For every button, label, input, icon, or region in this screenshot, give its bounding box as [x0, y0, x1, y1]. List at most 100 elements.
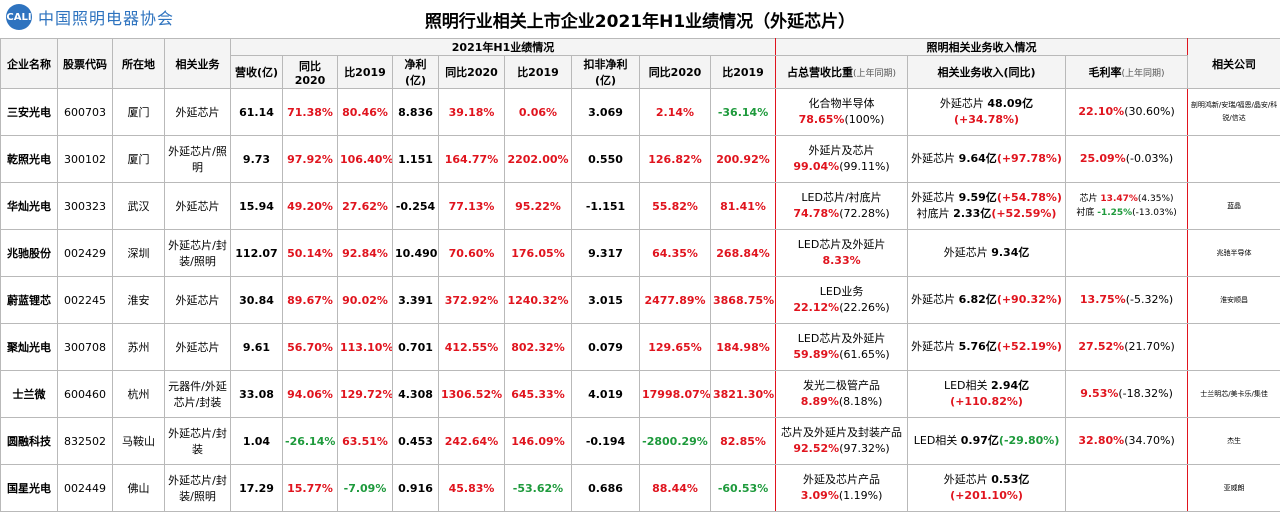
share-label: LED芯片/衬底片: [778, 190, 905, 206]
revenue: 1.04: [231, 418, 283, 465]
biz-label: 外延芯片: [911, 152, 959, 165]
margin-label: 芯片: [1080, 194, 1101, 204]
net-profit-yoy2020: 45.83%: [439, 465, 505, 512]
net-profit: 8.836: [393, 89, 439, 136]
business-revenue: 外延芯片 6.82亿(+90.32%): [908, 277, 1066, 324]
margin-previous: (21.70%): [1124, 340, 1175, 353]
group-lighting-revenue: 照明相关业务收入情况: [776, 39, 1188, 56]
margin-previous: (-18.32%): [1118, 387, 1173, 400]
col-vs2019: 比2019: [338, 56, 393, 89]
gross-margin: 芯片 13.47%(4.35%)衬底 -1.25%(-13.03%): [1066, 183, 1188, 230]
business-revenue: LED相关 2.94亿(+110.82%): [908, 371, 1066, 418]
page-title: 照明行业相关上市企业2021年H1业绩情况（外延芯片）: [0, 7, 1280, 32]
deducted-profit: 9.317: [572, 230, 640, 277]
deducted-yoy2020: -2800.29%: [640, 418, 711, 465]
business: 外延芯片/封装/照明: [165, 465, 231, 512]
deducted-yoy2020: 2.14%: [640, 89, 711, 136]
title-bar: CALI 中国照明电器协会 照明行业相关上市企业2021年H1业绩情况（外延芯片…: [0, 0, 1280, 39]
company-name: 兆驰股份: [1, 230, 58, 277]
net-profit: 3.391: [393, 277, 439, 324]
col-location: 所在地: [113, 39, 165, 89]
related-company: 剖明鸿新/安瑞/福恩/晶安/科锐/信达: [1188, 89, 1280, 136]
company-name: 国星光电: [1, 465, 58, 512]
deducted-profit: 3.069: [572, 89, 640, 136]
biz-amount: 9.34亿: [991, 246, 1029, 259]
net-profit-yoy2020: 70.60%: [439, 230, 505, 277]
related-company: [1188, 136, 1280, 183]
margin-value: 32.80%: [1078, 434, 1124, 447]
location: 佛山: [113, 465, 165, 512]
net-profit-vs2019: 0.06%: [505, 89, 572, 136]
margin-previous: (34.70%): [1124, 434, 1175, 447]
share-label: 化合物半导体: [778, 96, 905, 112]
business: 外延芯片/照明: [165, 136, 231, 183]
business: 外延芯片/封装: [165, 418, 231, 465]
biz-change: (+90.32%): [997, 293, 1062, 306]
share-percent: 3.09%: [801, 489, 839, 502]
deducted-vs2019: 3868.75%: [711, 277, 776, 324]
net-profit-vs2019: 176.05%: [505, 230, 572, 277]
biz-change: (-29.80%): [999, 434, 1059, 447]
biz-change: (+52.59%): [991, 207, 1056, 220]
company-name: 蔚蓝锂芯: [1, 277, 58, 324]
biz-label: 外延芯片: [940, 97, 988, 110]
share-previous: (22.26%): [839, 301, 890, 314]
biz-change: (+97.78%): [997, 152, 1062, 165]
company-name: 聚灿光电: [1, 324, 58, 371]
biz-label: 外延芯片: [911, 191, 959, 204]
net-profit-vs2019: 645.33%: [505, 371, 572, 418]
related-company: 淮安顺昌: [1188, 277, 1280, 324]
biz-amount: 0.53亿: [991, 473, 1029, 486]
net-profit-vs2019: 2202.00%: [505, 136, 572, 183]
margin-label: 衬底: [1076, 208, 1097, 218]
biz-label: LED相关: [944, 379, 991, 392]
revenue: 9.61: [231, 324, 283, 371]
deducted-vs2019: 82.85%: [711, 418, 776, 465]
stock-code: 300708: [58, 324, 113, 371]
business: 外延芯片: [165, 324, 231, 371]
net-profit-vs2019: 1240.32%: [505, 277, 572, 324]
revenue-vs2019: -7.09%: [338, 465, 393, 512]
net-profit: 10.490: [393, 230, 439, 277]
location: 深圳: [113, 230, 165, 277]
revenue-yoy2020: 71.38%: [283, 89, 338, 136]
net-profit: 1.151: [393, 136, 439, 183]
deducted-vs2019: 200.92%: [711, 136, 776, 183]
revenue-yoy2020: 56.70%: [283, 324, 338, 371]
revenue: 61.14: [231, 89, 283, 136]
net-profit-yoy2020: 372.92%: [439, 277, 505, 324]
stock-code: 600460: [58, 371, 113, 418]
revenue: 30.84: [231, 277, 283, 324]
gross-margin: 13.75%(-5.32%): [1066, 277, 1188, 324]
share-percent: 59.89%: [793, 348, 839, 361]
related-company: 杰生: [1188, 418, 1280, 465]
col-related: 相关公司: [1188, 39, 1280, 89]
deducted-profit: -1.151: [572, 183, 640, 230]
company-name: 乾照光电: [1, 136, 58, 183]
col-net-profit: 净利(亿): [393, 56, 439, 89]
location: 苏州: [113, 324, 165, 371]
margin-previous: (-0.03%): [1126, 152, 1174, 165]
share-previous: (72.28%): [839, 207, 890, 220]
net-profit-yoy2020: 1306.52%: [439, 371, 505, 418]
gross-margin: 27.52%(21.70%): [1066, 324, 1188, 371]
gross-margin: 32.80%(34.70%): [1066, 418, 1188, 465]
biz-change: (+34.78%): [954, 113, 1019, 126]
business-revenue: LED相关 0.97亿(-29.80%): [908, 418, 1066, 465]
share-label: 发光二极管产品: [778, 378, 905, 394]
business-revenue: 外延芯片 9.34亿: [908, 230, 1066, 277]
location: 杭州: [113, 371, 165, 418]
net-profit: 0.453: [393, 418, 439, 465]
biz-amount: 48.09亿: [987, 97, 1033, 110]
revenue-yoy2020: 89.67%: [283, 277, 338, 324]
deducted-profit: 0.686: [572, 465, 640, 512]
deducted-profit: 0.079: [572, 324, 640, 371]
group-h1-performance: 2021年H1业绩情况: [231, 39, 776, 56]
share-label: LED芯片及外延片: [778, 331, 905, 347]
spreadsheet: CALI 中国照明电器协会 照明行业相关上市企业2021年H1业绩情况（外延芯片…: [0, 0, 1280, 492]
